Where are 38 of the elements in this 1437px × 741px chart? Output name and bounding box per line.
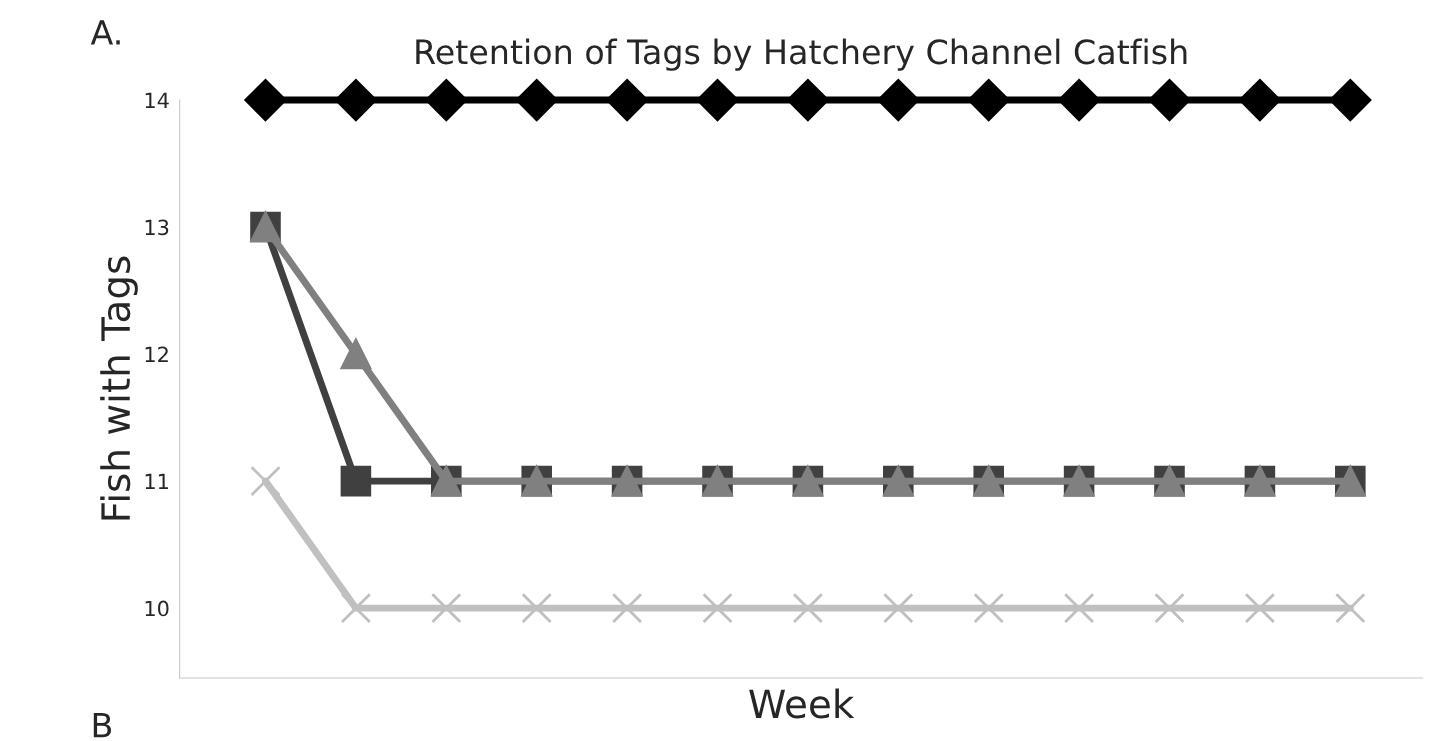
- point: [702, 592, 733, 624]
- point: [1154, 592, 1185, 624]
- point: [1329, 79, 1372, 122]
- point: [792, 592, 824, 624]
- text: B: [93, 712, 112, 738]
- point: [340, 338, 372, 370]
- point: [521, 592, 552, 624]
- point: [1238, 79, 1281, 122]
- y-tick-label: 14: [145, 92, 169, 108]
- y-tick-label: 13: [145, 219, 169, 236]
- point: [334, 79, 377, 122]
- y-tick-label: 11: [145, 473, 168, 490]
- point: [786, 79, 829, 122]
- point: [1244, 592, 1276, 624]
- y-tick-label: 12: [145, 346, 168, 363]
- point: [250, 465, 281, 497]
- point: [1063, 592, 1095, 624]
- point: [883, 592, 914, 624]
- point: [606, 79, 649, 122]
- point: [973, 592, 1004, 624]
- x-axis-title: Week: [749, 688, 855, 719]
- point: [1148, 79, 1191, 122]
- point: [340, 592, 372, 624]
- point: [877, 79, 920, 122]
- y-axis-title: Fish with Tags: [100, 256, 138, 520]
- point: [340, 465, 372, 497]
- y-tick-label: 10: [145, 600, 169, 617]
- point: [244, 79, 287, 122]
- point: [696, 79, 739, 122]
- point: [515, 79, 558, 122]
- point: [967, 79, 1010, 122]
- text: A.: [90, 20, 120, 45]
- chart-title: Retention of Tags by Hatchery Channel Catfish: [416, 38, 1187, 71]
- point: [1058, 79, 1101, 122]
- point: [1335, 592, 1366, 624]
- point: [425, 79, 468, 122]
- point: [431, 592, 462, 624]
- point: [611, 592, 643, 624]
